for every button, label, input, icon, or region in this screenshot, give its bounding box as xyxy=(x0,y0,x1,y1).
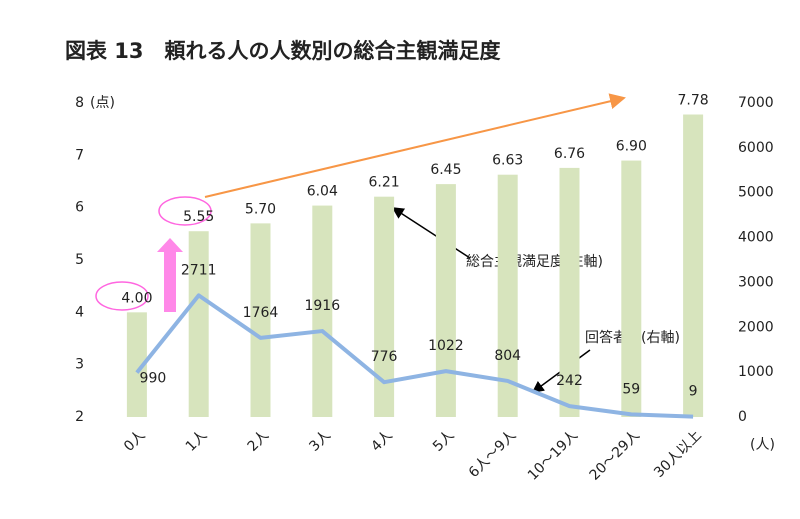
bar-value-label: 6.45 xyxy=(430,162,461,178)
line-value-label: 990 xyxy=(140,371,167,387)
y-tick-label: 8 xyxy=(75,95,84,111)
y2-tick-label: 3000 xyxy=(738,274,774,290)
x-tick-label: 6人～9人 xyxy=(466,427,520,481)
bar-value-label: 6.63 xyxy=(492,153,523,169)
series-annotation: 総合主観満足度(左軸) xyxy=(466,253,603,270)
line-value-label: 1022 xyxy=(428,338,464,354)
y-tick-label: 3 xyxy=(75,357,84,373)
line-value-label: 59 xyxy=(622,381,640,397)
bar xyxy=(188,231,209,417)
y2-tick-label: 0 xyxy=(738,409,747,425)
bar xyxy=(126,312,147,417)
y2-tick-label: 2000 xyxy=(738,319,774,335)
bar-value-label: 6.21 xyxy=(369,175,400,191)
x-tick-label: 20～29人 xyxy=(587,427,643,483)
y-tick-label: 7 xyxy=(75,147,84,163)
bar-value-label: 6.04 xyxy=(307,184,338,200)
bar xyxy=(312,205,333,417)
trend-arrow xyxy=(204,93,626,198)
y2-unit: (人) xyxy=(750,437,775,453)
x-tick-label: 5人 xyxy=(430,427,458,455)
y2-tick-label: 4000 xyxy=(738,230,774,246)
line-value-label: 804 xyxy=(494,348,521,364)
bar-value-label: 4.00 xyxy=(121,290,152,306)
line xyxy=(135,293,694,419)
bar xyxy=(497,174,518,417)
increase-arrow xyxy=(157,238,183,312)
y-tick-label: 6 xyxy=(75,200,84,216)
y-tick-label: 4 xyxy=(75,304,84,320)
y-tick-label: 2 xyxy=(75,409,84,425)
bar xyxy=(621,160,642,418)
bar xyxy=(374,196,395,417)
bar-value-label: 5.70 xyxy=(245,201,276,217)
bar-value-label: 7.78 xyxy=(678,93,709,109)
x-tick-label: 3人 xyxy=(306,427,334,455)
y2-tick-label: 6000 xyxy=(738,140,774,156)
bar xyxy=(559,167,580,417)
y-tick-label: 5 xyxy=(75,252,84,268)
bar-value-label: 5.55 xyxy=(183,209,214,225)
line-value-label: 1764 xyxy=(243,305,279,321)
bar xyxy=(683,114,704,417)
bar-value-label: 6.90 xyxy=(616,139,647,155)
bar xyxy=(250,223,271,417)
line-value-label: 242 xyxy=(556,373,583,389)
y2-tick-label: 1000 xyxy=(738,364,774,380)
bar-value-label: 6.76 xyxy=(554,146,585,162)
highlight-ellipse xyxy=(158,196,212,226)
x-tick-label: 10～19人 xyxy=(525,427,581,483)
line-value-label: 1916 xyxy=(304,298,340,314)
y2-tick-label: 5000 xyxy=(738,185,774,201)
line-value-label: 9 xyxy=(689,384,698,400)
y-unit: (点) xyxy=(90,95,115,111)
x-tick-label: 1人 xyxy=(183,427,211,455)
y2-tick-label: 7000 xyxy=(738,95,774,111)
x-tick-label: 2人 xyxy=(245,427,273,455)
bar xyxy=(435,184,456,417)
line-value-label: 776 xyxy=(371,349,398,365)
highlight-ellipse xyxy=(95,281,149,311)
x-tick-label: 4人 xyxy=(368,427,396,455)
line-value-label: 2711 xyxy=(181,262,217,278)
x-tick-label: 30人以上 xyxy=(651,427,705,481)
pointer-arrow xyxy=(391,207,471,259)
x-tick-label: 0人 xyxy=(121,427,149,455)
chart-title: 図表 13 頼れる人の人数別の総合主観満足度 xyxy=(65,39,501,63)
